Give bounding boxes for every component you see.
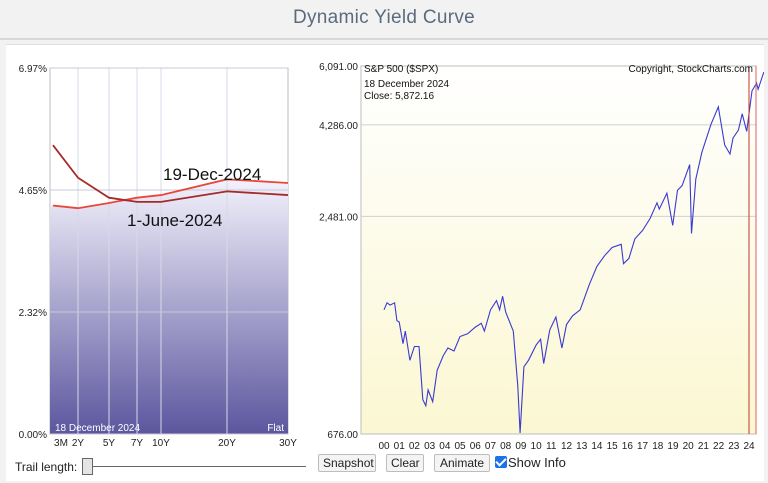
annotation-19-dec-2024: 19-Dec-2024 [163,165,261,184]
yield-curve-chart[interactable]: 6.97% 4.65% 2.32% 0.00% 3M 2Y 5Y 7Y 10Y 20Y 30Y 19-… [6,45,764,455]
trail-length-label: Trail length: [15,460,78,474]
title-divider [0,38,768,40]
yield-y-tick-label: 0.00% [19,430,47,441]
annotation-1-june-2024: 1-June-2024 [127,211,222,230]
page-title: Dynamic Yield Curve [0,0,768,38]
clear-button[interactable]: Clear [386,454,424,472]
snapshot-button[interactable]: Snapshot [318,454,376,472]
trail-length-slider-thumb[interactable] [82,458,93,475]
yield-x-tick-label: 10Y [152,438,170,449]
yield-y-tick-label: 2.32% [19,308,47,319]
yield-date-label: 18 December 2024 [55,423,140,434]
yield-y-tick-label: 4.65% [19,186,47,197]
show-info-checkbox[interactable] [495,456,507,468]
yield-series-line-1 [52,178,289,210]
yield-x-tick-label: 30Y [279,438,297,449]
yield-x-tick-label: 5Y [103,438,116,449]
animate-button[interactable]: Animate [434,454,490,472]
yield-x-tick-label: 20Y [218,438,236,449]
yield-series-line-2 [52,144,289,203]
yield-x-tick-label: 3M [54,438,68,449]
yield-x-tick-label: 7Y [131,438,144,449]
yield-y-tick-label: 6.97% [19,64,47,75]
charts-panel: 6.97% 4.65% 2.32% 0.00% 3M 2Y 5Y 7Y 10Y 20Y 30Y 19-… [6,44,764,481]
trail-length-track[interactable] [88,466,306,467]
yield-x-tick-label: 2Y [72,438,85,449]
yield-shape-label: Flat [267,423,284,434]
show-info-label: Show Info [508,455,566,470]
